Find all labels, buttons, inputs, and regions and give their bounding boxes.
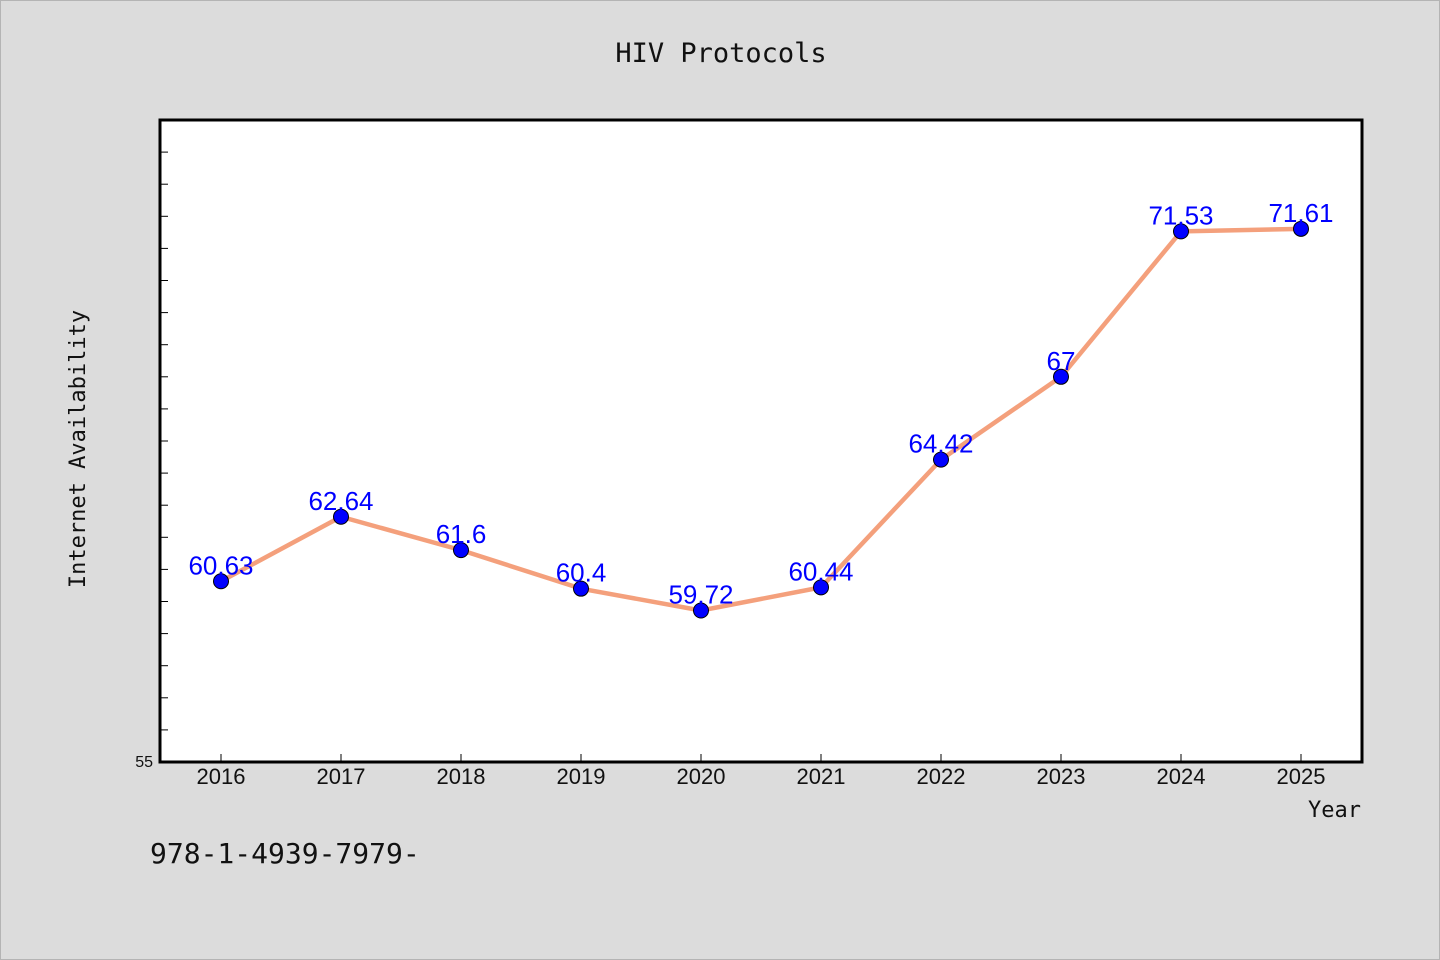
x-tick-label: 2016	[197, 764, 246, 789]
data-label: 67	[1047, 346, 1076, 376]
data-point	[933, 451, 949, 468]
y-axis-label: Internet Availability	[66, 310, 91, 588]
data-point	[693, 602, 709, 619]
data-label: 60.4	[556, 558, 607, 588]
data-point	[213, 573, 229, 590]
data-point	[573, 580, 589, 597]
plot-area	[158, 118, 1364, 764]
data-label: 62.64	[308, 486, 373, 516]
x-tick-label: 2021	[797, 764, 846, 789]
series-line	[218, 226, 1304, 613]
x-tick-label: 2023	[1037, 764, 1086, 789]
data-label: 59.72	[668, 579, 733, 609]
data-point	[1293, 220, 1309, 237]
data-point	[1053, 368, 1069, 385]
x-axis-ticks	[220, 754, 1302, 762]
x-axis-label: Year	[1308, 798, 1361, 823]
chart-title: HIV Protocols	[615, 38, 826, 69]
x-tick-label: 2020	[677, 764, 726, 789]
data-labels: 60.63 62.64 61.6 60.4 59.72 60.44 64.42 67 71.53…	[188, 198, 1333, 610]
x-tick-label: 2024	[1157, 764, 1206, 789]
data-markers	[213, 220, 1309, 619]
x-tick-label: 2025	[1277, 764, 1326, 789]
x-tick-label: 2018	[437, 764, 486, 789]
data-label: 71.61	[1268, 198, 1333, 228]
data-label: 60.44	[788, 556, 853, 586]
data-label: 71.53	[1148, 200, 1213, 230]
data-point	[333, 508, 349, 525]
x-tick-label: 2019	[557, 764, 606, 789]
data-label: 64.42	[908, 429, 973, 459]
y-tick-label: 55	[135, 754, 153, 771]
x-tick-label: 2022	[917, 764, 966, 789]
x-axis-tick-labels: 2016 2017 2018 2019 2020 2021 2022 2023 2024 2025	[197, 764, 1326, 789]
data-label: 60.63	[188, 550, 253, 580]
data-point	[1173, 223, 1189, 240]
data-point	[813, 579, 829, 596]
data-point	[453, 542, 469, 559]
footnote: 978-1-4939-7979-	[150, 837, 420, 870]
x-tick-label: 2017	[317, 764, 366, 789]
data-label: 61.6	[436, 519, 487, 549]
y-axis-ticks	[160, 151, 168, 731]
